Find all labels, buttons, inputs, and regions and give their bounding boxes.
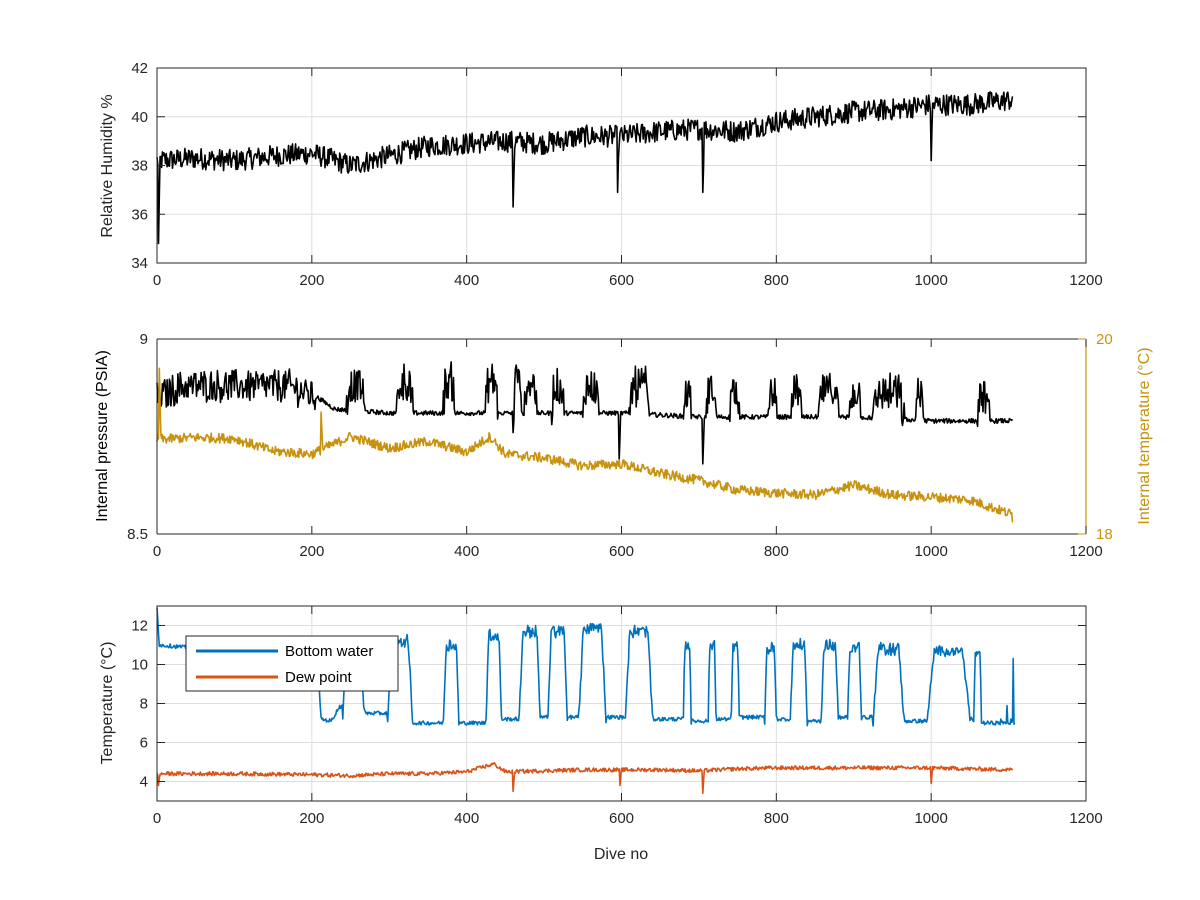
humidity-x-tick-label: 1200 [1069, 272, 1102, 289]
pressure-x-tick-label: 400 [454, 543, 479, 560]
humidity-series [156, 91, 1014, 245]
humidity-y-label: Relative Humidity % [99, 94, 116, 237]
humidity-x-tick-label: 400 [454, 272, 479, 289]
pressure-y-tick-label: 9 [140, 331, 148, 348]
legend-label-bottom-water: Bottom water [285, 643, 373, 660]
humidity-x-ticks: 0 200 400 600 800 1000 1200 [153, 68, 1103, 289]
pressure-x-tick-label: 600 [609, 543, 634, 560]
humidity-x-tick-label: 0 [153, 272, 161, 289]
temperature-x-tick-label: 800 [764, 810, 789, 827]
temperature-x-tick-label: 1200 [1069, 810, 1102, 827]
legend-box [185, 635, 399, 692]
temperature-x-tick-label: 1000 [914, 810, 947, 827]
legend: Bottom water Dew point [185, 635, 399, 692]
pressure-y-tick-label: 8.5 [127, 526, 148, 543]
humidity-y-tick-label: 36 [131, 206, 148, 223]
temperature-y-tick-label: 8 [140, 696, 148, 713]
temperature-y2-tick-label: 20 [1096, 331, 1113, 348]
temperature-y-label: Internal temperature (°C) [1136, 347, 1153, 524]
temperature-x-ticks: 0 200 400 600 800 1000 1200 [153, 606, 1103, 827]
temperature-y-tick-label: 4 [140, 774, 148, 791]
temperature-x-tick-label: 0 [153, 810, 161, 827]
temperature-panel-y-label: Temperature (°C) [99, 642, 116, 765]
temperature-y-tick-label: 10 [131, 657, 148, 674]
temperature-y-ticks: 4 6 8 10 12 [131, 618, 1086, 791]
pressure-line-1 [156, 361, 1014, 465]
pressure-line-2 [156, 367, 1014, 523]
temperature-panel: 0 200 400 600 800 1000 1200 4 6 8 10 12 Temperatur… [99, 605, 1103, 863]
humidity-y-tick-label: 40 [131, 109, 148, 126]
temperature-x-tick-label: 200 [299, 810, 324, 827]
dew-point-line [156, 762, 1014, 794]
temperature-y2-tick-label: 18 [1096, 526, 1113, 543]
humidity-y-tick-label: 34 [131, 255, 148, 272]
humidity-y-tick-label: 38 [131, 158, 148, 175]
legend-label-dew-point: Dew point [285, 669, 353, 686]
humidity-x-tick-label: 600 [609, 272, 634, 289]
temperature-y-tick-label: 6 [140, 735, 148, 752]
pressure-x-tick-label: 200 [299, 543, 324, 560]
pressure-y-ticks: 8.59 [127, 331, 165, 543]
humidity-line-1 [156, 91, 1014, 245]
x-axis-label: Dive no [594, 846, 648, 863]
humidity-panel: 0 200 400 600 800 1000 1200 34 36 38 40 42 Relativ… [99, 60, 1103, 289]
humidity-x-tick-label: 800 [764, 272, 789, 289]
humidity-x-tick-label: 200 [299, 272, 324, 289]
pressure-x-tick-label: 1200 [1069, 543, 1102, 560]
pressure-series [156, 361, 1014, 523]
pressure-x-tick-label: 0 [153, 543, 161, 560]
pressure-y-label: Internal pressure (PSIA) [94, 350, 111, 522]
pressure-x-ticks: 0 200 400 600 800 1000 1200 [153, 339, 1103, 560]
pressure-x-tick-label: 1000 [914, 543, 947, 560]
temperature-y-tick-label: 12 [131, 618, 148, 635]
humidity-x-tick-label: 1000 [914, 272, 947, 289]
temperature-x-tick-label: 400 [454, 810, 479, 827]
temperature-x-tick-label: 600 [609, 810, 634, 827]
humidity-y-tick-label: 42 [131, 60, 148, 77]
pressure-x-tick-label: 800 [764, 543, 789, 560]
humidity-y-ticks: 34 36 38 40 42 [131, 60, 1086, 272]
